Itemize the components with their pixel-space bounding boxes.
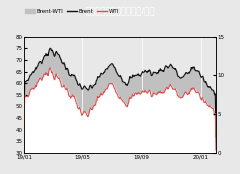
Text: 国际油价近期走势（美元/桶）: 国际油价近期走势（美元/桶）: [85, 7, 155, 16]
Legend: Brent-WTI, Brent, WTI: Brent-WTI, Brent, WTI: [23, 7, 121, 16]
